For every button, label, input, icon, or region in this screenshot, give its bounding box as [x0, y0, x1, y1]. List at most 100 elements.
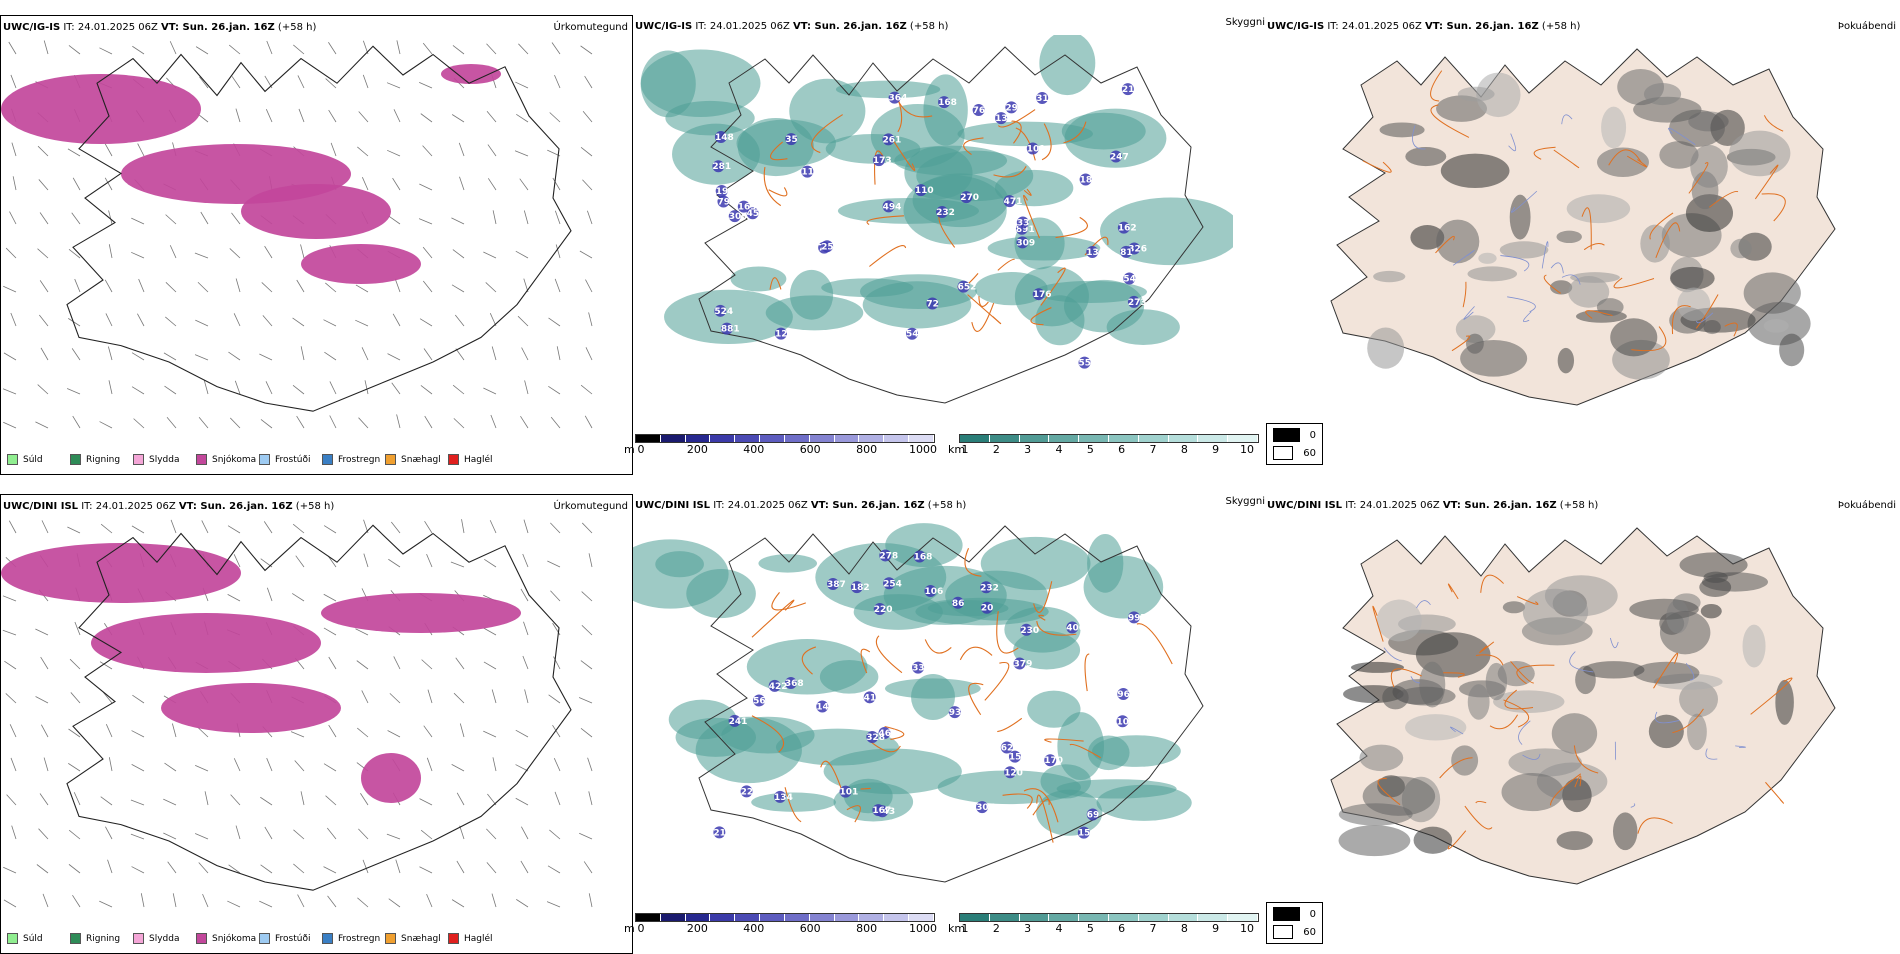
wind-barb — [423, 247, 432, 258]
colorbar-swatch — [686, 914, 711, 921]
wind-barb — [67, 527, 80, 533]
wind-barb — [293, 524, 304, 533]
road — [869, 246, 905, 267]
valid-time-label: VT: — [1425, 21, 1447, 32]
wind-barb — [10, 724, 16, 737]
wind-barb — [41, 657, 48, 669]
wind-barb — [228, 352, 240, 360]
legend-item: Snjókoma — [196, 454, 259, 465]
legend-item: Snjókoma — [196, 933, 259, 944]
wind-barb — [483, 252, 496, 258]
model-name: UWC/DINI ISL — [3, 501, 78, 512]
colorbar-tick: 3 — [1024, 922, 1031, 935]
wind-barb — [581, 46, 592, 54]
wind-barb — [396, 860, 400, 873]
cloud-base-label: 230 — [1020, 626, 1039, 636]
wind-barb — [13, 176, 16, 190]
legend-item: Frostregn — [322, 454, 385, 465]
low-visibility-area — [988, 236, 1101, 261]
wind-barb — [198, 282, 208, 292]
fog-index-panel: UWC/DINI ISL IT: 24.01.2025 06Z VT: Sun.… — [1265, 494, 1900, 954]
wind-barb — [581, 385, 592, 394]
wind-barb — [582, 180, 592, 190]
legend-item: Frostregn — [322, 933, 385, 944]
wind-barb — [487, 862, 496, 873]
wind-barb — [171, 520, 176, 533]
fog-index-cell — [1613, 812, 1638, 850]
low-visibility-area — [885, 678, 981, 698]
cloud-base-label: 110 — [801, 168, 820, 178]
wind-barb — [427, 894, 432, 907]
wind-barb — [555, 211, 560, 224]
wind-barb — [484, 559, 496, 567]
fog-index-cell — [1508, 748, 1582, 776]
fog-index-cell — [1436, 220, 1479, 264]
colorbar-swatch — [884, 914, 909, 921]
cloud-base-label: 158 — [1009, 753, 1028, 763]
wind-barb — [326, 796, 336, 805]
cloud-base-label: 259 — [821, 242, 840, 252]
legend-swatch — [259, 933, 270, 944]
fog-panel-label: Þokuábendi — [1838, 21, 1896, 32]
wind-barb — [488, 178, 496, 190]
wind-barb — [452, 900, 464, 907]
legend-swatch — [322, 933, 333, 944]
legend-item: Haglél — [448, 454, 511, 465]
valid-time: Sun. 26.jan. 16Z — [815, 21, 907, 32]
wind-barb — [392, 383, 400, 394]
wind-barb — [163, 833, 176, 839]
wind-barb — [265, 246, 272, 258]
wind-barb — [40, 212, 48, 224]
wind-barb — [549, 318, 560, 326]
wind-barb — [387, 150, 400, 156]
fog-index-cell — [1468, 684, 1490, 720]
fog-index-cell — [1367, 328, 1404, 369]
init-time: IT: 24.01.2025 06Z — [695, 21, 793, 32]
cloud-base-label: 81 — [1120, 248, 1133, 258]
colorbar-tick: 7 — [1150, 443, 1157, 456]
fog-index-cell — [1649, 715, 1684, 748]
lead-time: (+58 h) — [296, 501, 334, 512]
fog-index-cell — [1764, 319, 1789, 333]
visibility-swatches — [959, 434, 1259, 443]
wind-barb — [324, 526, 336, 533]
wind-barb — [11, 313, 16, 326]
wind-barb — [236, 279, 240, 292]
init-time: IT: 24.01.2025 06Z — [81, 501, 179, 512]
colorbar-swatch — [1198, 914, 1228, 921]
legend-swatch — [7, 933, 18, 944]
low-visibility-area — [1097, 785, 1192, 821]
wind-barb — [523, 656, 528, 669]
colorbar-swatch — [636, 435, 661, 442]
wind-barb — [362, 177, 368, 190]
legend-label: Snjókoma — [212, 934, 256, 944]
cloud-base-label: 135 — [1086, 248, 1105, 258]
wind-barb — [3, 630, 16, 635]
fog-legend-item: 60 — [1273, 925, 1316, 939]
colorbar-swatch — [990, 914, 1020, 921]
wind-barb — [423, 146, 432, 156]
wind-barb — [460, 723, 464, 737]
colorbar-swatch — [760, 435, 785, 442]
precip-panel-label: Úrkomutegund — [553, 22, 628, 33]
wind-barb — [166, 215, 176, 224]
wind-barb — [516, 114, 528, 122]
panel-title: UWC/DINI ISL IT: 24.01.2025 06Z VT: Sun.… — [635, 500, 966, 511]
cloud-base-label: 69 — [1087, 810, 1100, 820]
wind-barb — [551, 417, 560, 428]
wind-barb — [6, 693, 16, 703]
wind-barb — [427, 758, 432, 771]
ceiling-panel-label: Skyggni — [1225, 496, 1265, 507]
wind-barb — [548, 386, 560, 394]
legend-label: Slydda — [149, 455, 179, 465]
fog-index-map — [1265, 37, 1865, 437]
legend-swatch — [133, 933, 144, 944]
fog-index-cell — [1405, 714, 1466, 740]
fog-legend-item: 60 — [1273, 446, 1316, 460]
wind-barb — [421, 830, 432, 839]
wind-barb — [492, 894, 496, 907]
cloud-base-label: 123 — [775, 330, 794, 340]
cloud-base-label: 540 — [1123, 274, 1142, 284]
wind-barb — [99, 48, 112, 54]
